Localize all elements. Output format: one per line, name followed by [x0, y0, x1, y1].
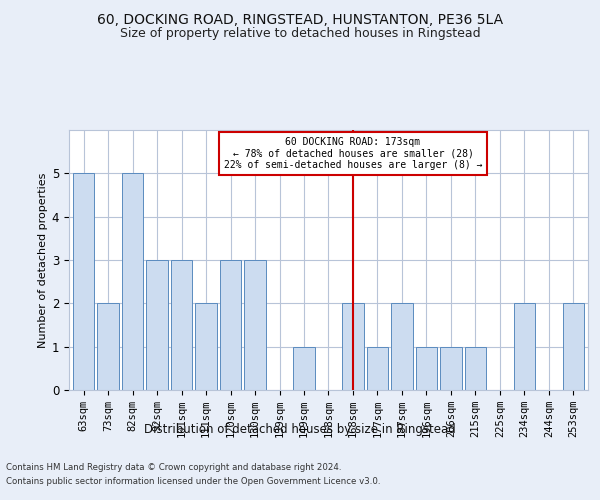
Bar	[416, 346, 437, 390]
Bar	[73, 174, 94, 390]
Bar	[244, 260, 266, 390]
Text: Contains public sector information licensed under the Open Government Licence v3: Contains public sector information licen…	[6, 478, 380, 486]
Bar	[367, 346, 388, 390]
Bar	[440, 346, 461, 390]
Bar	[342, 304, 364, 390]
Bar	[514, 304, 535, 390]
Bar	[196, 304, 217, 390]
Bar	[563, 304, 584, 390]
Bar	[97, 304, 119, 390]
Text: 60, DOCKING ROAD, RINGSTEAD, HUNSTANTON, PE36 5LA: 60, DOCKING ROAD, RINGSTEAD, HUNSTANTON,…	[97, 12, 503, 26]
Bar	[293, 346, 315, 390]
Text: Contains HM Land Registry data © Crown copyright and database right 2024.: Contains HM Land Registry data © Crown c…	[6, 462, 341, 471]
Bar	[464, 346, 486, 390]
Text: Distribution of detached houses by size in Ringstead: Distribution of detached houses by size …	[144, 422, 456, 436]
Bar	[220, 260, 241, 390]
Text: Size of property relative to detached houses in Ringstead: Size of property relative to detached ho…	[119, 28, 481, 40]
Text: 60 DOCKING ROAD: 173sqm
← 78% of detached houses are smaller (28)
22% of semi-de: 60 DOCKING ROAD: 173sqm ← 78% of detache…	[224, 136, 482, 170]
Bar	[122, 174, 143, 390]
Y-axis label: Number of detached properties: Number of detached properties	[38, 172, 47, 348]
Bar	[171, 260, 193, 390]
Bar	[391, 304, 413, 390]
Bar	[146, 260, 168, 390]
